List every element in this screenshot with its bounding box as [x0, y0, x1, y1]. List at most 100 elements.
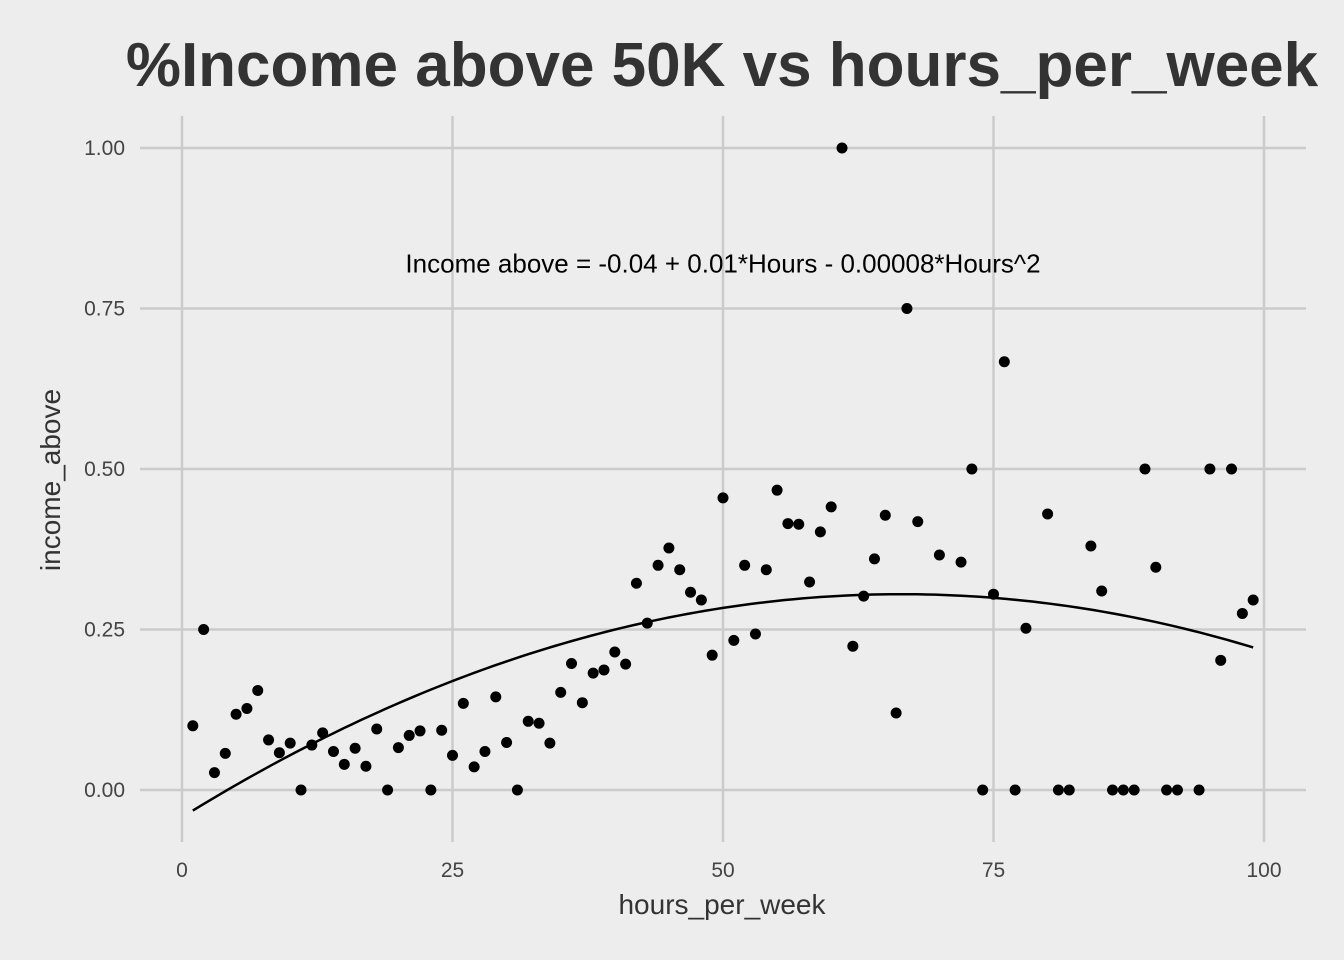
- data-point: [804, 576, 816, 588]
- y-tick-label: 1.00: [84, 137, 125, 160]
- data-point: [706, 649, 718, 661]
- data-point: [198, 624, 210, 635]
- data-point: [263, 734, 275, 746]
- data-point: [663, 542, 675, 554]
- data-point: [685, 586, 697, 598]
- data-point: [338, 758, 350, 770]
- data-point: [252, 684, 264, 696]
- data-point: [641, 617, 653, 629]
- data-point: [1236, 607, 1248, 619]
- x-tick-label: 25: [441, 859, 464, 882]
- data-point: [1117, 784, 1129, 796]
- data-point: [1042, 508, 1054, 520]
- data-point: [793, 518, 805, 530]
- data-point: [403, 729, 415, 741]
- data-point: [208, 767, 220, 779]
- data-point: [782, 518, 794, 530]
- data-point: [933, 549, 945, 561]
- data-point: [652, 559, 664, 571]
- data-point: [1193, 784, 1205, 796]
- data-point: [501, 736, 513, 748]
- data-point: [349, 742, 361, 754]
- data-point: [230, 708, 242, 720]
- data-point: [847, 640, 859, 652]
- data-point: [1085, 540, 1097, 552]
- data-point: [360, 760, 372, 772]
- data-point: [1161, 784, 1173, 796]
- data-point: [1063, 784, 1075, 796]
- data-point: [1009, 784, 1021, 796]
- data-point: [858, 590, 870, 602]
- data-point: [1150, 561, 1162, 573]
- data-point: [966, 463, 978, 475]
- data-point: [814, 526, 826, 538]
- data-point: [1171, 784, 1183, 796]
- data-point: [739, 559, 751, 571]
- data-point: [1107, 784, 1119, 796]
- data-point: [1052, 784, 1064, 796]
- data-point: [825, 501, 837, 513]
- data-point: [695, 594, 707, 606]
- data-point: [533, 717, 545, 729]
- data-point: [295, 784, 307, 796]
- data-point: [425, 784, 437, 796]
- x-tick-label: 100: [1246, 859, 1281, 882]
- data-point: [836, 142, 848, 154]
- data-point: [522, 715, 534, 727]
- data-point: [879, 509, 891, 521]
- data-point: [490, 691, 502, 703]
- data-point: [674, 564, 686, 576]
- data-point: [1139, 463, 1151, 475]
- data-point: [1226, 463, 1238, 475]
- data-point: [955, 556, 967, 568]
- data-point: [620, 658, 632, 670]
- data-point: [630, 577, 642, 589]
- data-point: [1020, 622, 1032, 634]
- data-point: [544, 737, 556, 749]
- data-point: [371, 723, 383, 735]
- data-point: [717, 492, 729, 504]
- y-axis-label: income_above: [35, 389, 66, 571]
- data-point: [1128, 784, 1140, 796]
- data-point: [241, 702, 253, 714]
- y-tick-label: 0.50: [84, 458, 125, 481]
- data-point: [760, 564, 772, 576]
- data-point: [306, 739, 318, 751]
- data-point: [609, 646, 621, 658]
- data-point: [988, 588, 999, 600]
- data-point: [868, 553, 880, 565]
- data-point: [447, 749, 458, 761]
- x-tick-label: 50: [711, 859, 734, 882]
- data-point: [576, 697, 588, 709]
- data-point: [436, 724, 448, 736]
- data-point: [901, 303, 913, 314]
- data-point: [187, 720, 199, 732]
- fit-equation-annotation: Income above = -0.04 + 0.01*Hours - 0.00…: [405, 249, 1040, 279]
- data-point: [1096, 585, 1108, 597]
- data-point: [1204, 463, 1216, 475]
- data-point: [912, 516, 924, 528]
- data-point: [598, 664, 610, 676]
- y-tick-label: 0.75: [84, 298, 125, 321]
- data-point: [273, 747, 285, 759]
- data-point: [392, 742, 404, 754]
- y-tick-label: 0.00: [84, 779, 125, 802]
- data-point: [890, 707, 902, 719]
- data-point: [749, 628, 761, 640]
- data-point: [511, 784, 523, 796]
- data-point: [382, 784, 394, 796]
- data-point: [771, 484, 783, 496]
- data-point: [479, 745, 491, 757]
- data-point: [317, 727, 329, 739]
- data-point: [1215, 654, 1227, 666]
- x-tick-label: 0: [176, 859, 188, 882]
- tick-labels: 0 25 50 75 100 0.00 0.25 0.50 0.75 1.00: [84, 137, 1281, 882]
- data-point: [555, 686, 567, 698]
- data-point: [728, 634, 740, 646]
- data-point: [457, 697, 469, 709]
- data-points: [187, 142, 1259, 796]
- data-point: [327, 745, 339, 757]
- data-point: [566, 658, 578, 670]
- grid-lines: [140, 116, 1306, 842]
- data-point: [1247, 594, 1259, 606]
